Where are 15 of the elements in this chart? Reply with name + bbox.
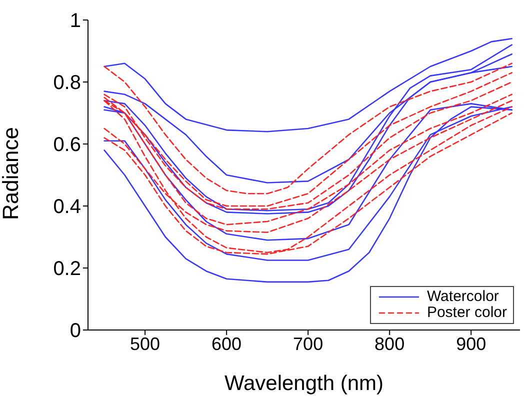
x-tick-label: 900 <box>456 334 486 354</box>
y-tick-label: 0.6 <box>53 134 81 156</box>
y-tick-label: 0.4 <box>53 196 81 218</box>
y-tick-label: 1 <box>70 10 81 32</box>
y-tick-label: 0.8 <box>53 72 81 94</box>
y-tick-label: 0 <box>70 320 81 342</box>
legend-label: Poster color <box>426 304 507 321</box>
x-tick-label: 700 <box>293 334 324 354</box>
x-tick-label: 500 <box>130 334 160 354</box>
x-tick-label: 800 <box>374 334 405 354</box>
y-axis-title: Radiance <box>0 127 23 220</box>
x-tick-label: 600 <box>212 334 242 354</box>
x-axis-title: Wavelength (nm) <box>224 372 384 395</box>
legend-label: Watercolor <box>426 288 499 305</box>
y-tick-label: 0.2 <box>53 258 81 280</box>
